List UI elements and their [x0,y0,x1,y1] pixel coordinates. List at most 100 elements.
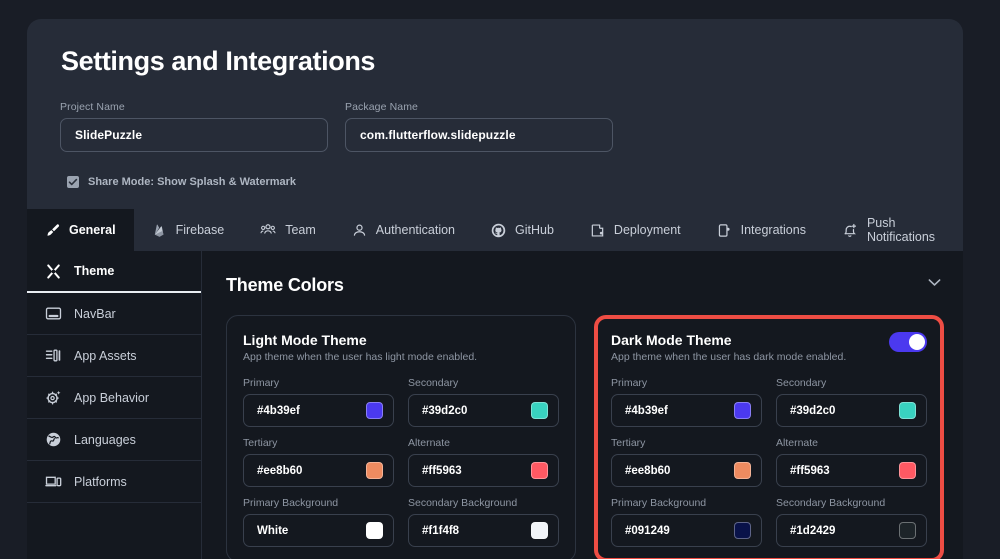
color-input[interactable]: #f1f4f8 [408,514,559,547]
devices-icon [45,473,62,490]
color-swatch[interactable] [899,522,916,539]
sidebar-item-platforms[interactable]: Platforms [27,461,201,503]
tab-authentication[interactable]: Authentication [334,209,473,251]
color-field: Secondary #39d2c0 [776,377,927,427]
deployment-icon [590,223,605,238]
color-swatch[interactable] [366,462,383,479]
tab-label: Firebase [175,223,225,237]
dark-mode-toggle[interactable] [889,332,927,352]
color-input[interactable]: #ff5963 [408,454,559,487]
color-swatch[interactable] [734,462,751,479]
color-swatch[interactable] [366,522,383,539]
section-header: Theme Colors [226,273,944,297]
settings-body: Theme NavBar App Assets [27,251,963,559]
color-swatch[interactable] [531,522,548,539]
tab-github[interactable]: GitHub [473,209,572,251]
light-mode-subtitle: App theme when the user has light mode e… [243,351,478,363]
package-name-label: Package Name [345,101,418,113]
color-input[interactable]: #ee8b60 [243,454,394,487]
dark-mode-subtitle: App theme when the user has dark mode en… [611,351,847,363]
color-label: Primary Background [611,497,707,509]
color-swatch[interactable] [531,402,548,419]
color-value: #39d2c0 [790,404,836,417]
sidebar-item-label: App Behavior [74,390,150,405]
color-swatch[interactable] [899,462,916,479]
sidebar-item-label: NavBar [74,306,116,321]
color-value: #ee8b60 [625,464,671,477]
color-swatch[interactable] [366,402,383,419]
sidebar-item-languages[interactable]: Languages [27,419,201,461]
share-mode-checkbox[interactable] [67,176,79,188]
sidebar-item-label: App Assets [74,348,137,363]
share-mode-label: Share Mode: Show Splash & Watermark [88,176,297,188]
sidebar-item-label: Theme [74,264,115,278]
color-label: Tertiary [611,437,646,449]
tab-label: Deployment [613,223,681,237]
theme-icon [45,263,62,280]
tab-general[interactable]: General [27,209,134,251]
dark-mode-title: Dark Mode Theme [611,332,732,348]
sidebar-item-label: Platforms [74,474,127,489]
color-value: #4b39ef [625,404,668,417]
color-label: Primary [611,377,648,389]
color-value: #4b39ef [257,404,300,417]
light-mode-color-grid: Primary #4b39ef Secondary #39d2c0 [243,377,559,547]
color-label: Alternate [776,437,819,449]
person-icon [352,223,367,238]
project-name-input[interactable]: SlidePuzzle [60,118,328,152]
sidebar-item-navbar[interactable]: NavBar [27,293,201,335]
share-mode-row[interactable]: Share Mode: Show Splash & Watermark [67,176,296,188]
color-field: Primary #4b39ef [611,377,762,427]
tab-deployment[interactable]: Deployment [572,209,699,251]
color-input[interactable]: #39d2c0 [776,394,927,427]
color-label: Primary [243,377,280,389]
dark-mode-theme-card: Dark Mode Theme App theme when the user … [594,315,944,559]
color-value: White [257,524,289,537]
sidebar-item-app-behavior[interactable]: App Behavior [27,377,201,419]
color-swatch[interactable] [899,402,916,419]
color-input[interactable]: #39d2c0 [408,394,559,427]
color-label: Tertiary [243,437,278,449]
chevron-down-icon[interactable] [925,273,944,297]
section-title: Theme Colors [226,274,344,295]
color-label: Secondary Background [776,497,886,509]
tab-bar: General Firebase Team Authentication [27,209,963,251]
tab-push-notifications[interactable]: Push Notifications [824,209,963,251]
toggle-knob [909,334,925,350]
color-value: #ee8b60 [257,464,303,477]
dark-mode-header: Dark Mode Theme App theme when the user … [611,332,927,363]
color-input[interactable]: #4b39ef [611,394,762,427]
light-mode-header: Light Mode Theme App theme when the user… [243,332,559,363]
color-input[interactable]: #ee8b60 [611,454,762,487]
dark-mode-color-grid: Primary #4b39ef Secondary #39d2c0 [611,377,927,547]
bell-plus-icon [842,223,858,238]
color-swatch[interactable] [531,462,548,479]
color-value: #ff5963 [422,464,462,477]
color-input[interactable]: White [243,514,394,547]
color-swatch[interactable] [734,522,751,539]
gear-sparkle-icon [45,389,62,406]
color-input[interactable]: #4b39ef [243,394,394,427]
team-icon [260,222,276,238]
tab-firebase[interactable]: Firebase [134,209,243,251]
color-field: Secondary Background #1d2429 [776,497,927,547]
color-field: Primary Background White [243,497,394,547]
tab-team[interactable]: Team [242,209,334,251]
tab-label: GitHub [515,223,554,237]
tab-integrations[interactable]: Integrations [699,209,824,251]
brush-icon [45,223,60,238]
tab-label: Integrations [740,223,806,237]
color-input[interactable]: #091249 [611,514,762,547]
integrations-icon [717,223,732,238]
color-input[interactable]: #1d2429 [776,514,927,547]
color-input[interactable]: #ff5963 [776,454,927,487]
sidebar-item-theme[interactable]: Theme [27,251,201,293]
color-field: Alternate #ff5963 [408,437,559,487]
color-field: Tertiary #ee8b60 [611,437,762,487]
package-name-input[interactable]: com.flutterflow.slidepuzzle [345,118,613,152]
sidebar-item-app-assets[interactable]: App Assets [27,335,201,377]
color-value: #1d2429 [790,524,836,537]
project-name-label: Project Name [60,101,125,113]
color-swatch[interactable] [734,402,751,419]
